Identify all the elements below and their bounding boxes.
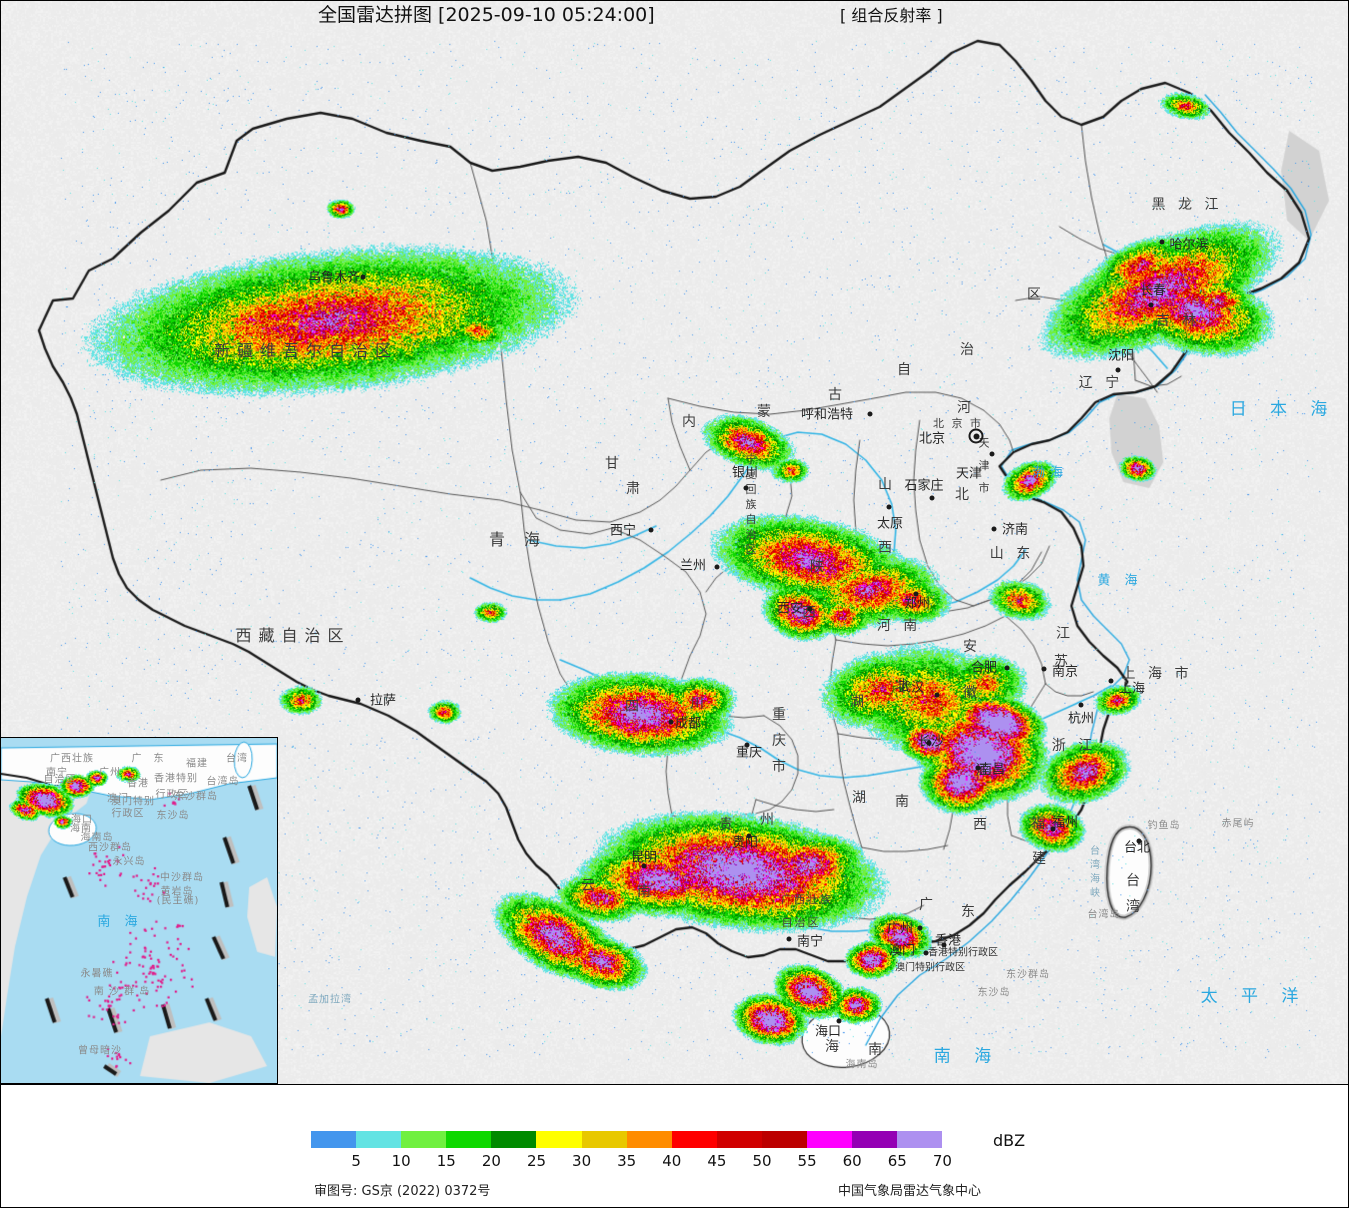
dbz-tick: 5 [351,1152,361,1170]
dbz-swatch-10 [761,1131,808,1148]
city-marker [1148,302,1154,308]
dbz-swatch-7 [626,1131,672,1148]
dbz-unit-label: dBZ [993,1131,1026,1150]
city-marker [917,925,923,931]
map-approval-number: 审图号: GS京 (2022) 0372号 [314,1184,491,1199]
city-marker [886,504,892,510]
city-marker [1115,367,1121,373]
dbz-tick: 40 [662,1152,682,1170]
city-marker [1050,826,1056,832]
city-marker [360,274,366,280]
dbz-swatch-11 [807,1131,853,1148]
inset-radar-canvas [1,738,277,1083]
dbz-swatch-12 [852,1131,898,1148]
dbz-tick: 15 [436,1152,456,1170]
city-marker [1136,838,1142,844]
dbz-tick: 70 [932,1152,952,1170]
dbz-swatch-8 [671,1131,717,1148]
city-marker [743,485,749,491]
city-marker [714,564,720,570]
city-marker [1078,702,1084,708]
issuing-agency: 中国气象局雷达气象中心 [838,1184,982,1199]
dbz-tick: 65 [887,1152,907,1170]
city-marker [941,942,947,948]
dbz-swatch-13 [897,1131,943,1148]
dbz-tick: 35 [617,1152,637,1170]
city-marker [641,863,647,869]
dbz-tick: 25 [526,1152,547,1170]
city-marker [989,451,995,457]
dbz-tick-labels: 5 10 15 20 25 30 35 40 45 50 55 60 65 70 [311,1152,1011,1172]
city-marker [934,692,940,698]
dbz-tick: 10 [391,1152,411,1170]
city-marker [991,526,997,532]
city-marker [926,740,932,746]
city-marker [1159,239,1165,245]
city-marker [1108,678,1114,684]
dbz-tick: 55 [797,1152,817,1170]
city-marker [746,833,752,839]
dbz-tick: 30 [572,1152,592,1170]
dbz-tick: 60 [842,1152,862,1170]
city-marker [744,742,750,748]
city-marker [668,719,674,725]
dbz-swatch-6 [581,1131,627,1148]
city-marker [355,697,361,703]
city-marker [975,765,981,771]
city-marker [867,411,873,417]
dbz-swatch-9 [716,1131,762,1148]
dbz-tick: 45 [707,1152,727,1170]
city-marker [923,950,929,956]
dbz-swatch-1 [356,1131,402,1148]
city-marker [807,606,813,612]
dbz-color-scale [311,1131,943,1148]
dbz-swatch-3 [446,1131,492,1148]
product-type-label: [ 组合反射率 ] [840,6,943,25]
city-marker [1004,665,1010,671]
city-marker [929,495,935,501]
city-marker [786,936,792,942]
dbz-tick: 20 [481,1152,501,1170]
legend-title: 全国雷达拼图 [2025-09-10 05:24:00] [318,4,655,26]
capital-marker [968,428,984,444]
dbz-tick: 50 [752,1152,772,1170]
dbz-swatch-4 [491,1131,537,1148]
dbz-swatch-5 [536,1131,582,1148]
dbz-swatch-0 [311,1131,357,1148]
city-marker [1041,666,1047,672]
city-marker [648,527,654,533]
south-china-sea-inset[interactable] [0,737,278,1084]
dbz-swatch-2 [401,1131,447,1148]
city-marker [913,591,919,597]
city-marker [836,1018,842,1024]
